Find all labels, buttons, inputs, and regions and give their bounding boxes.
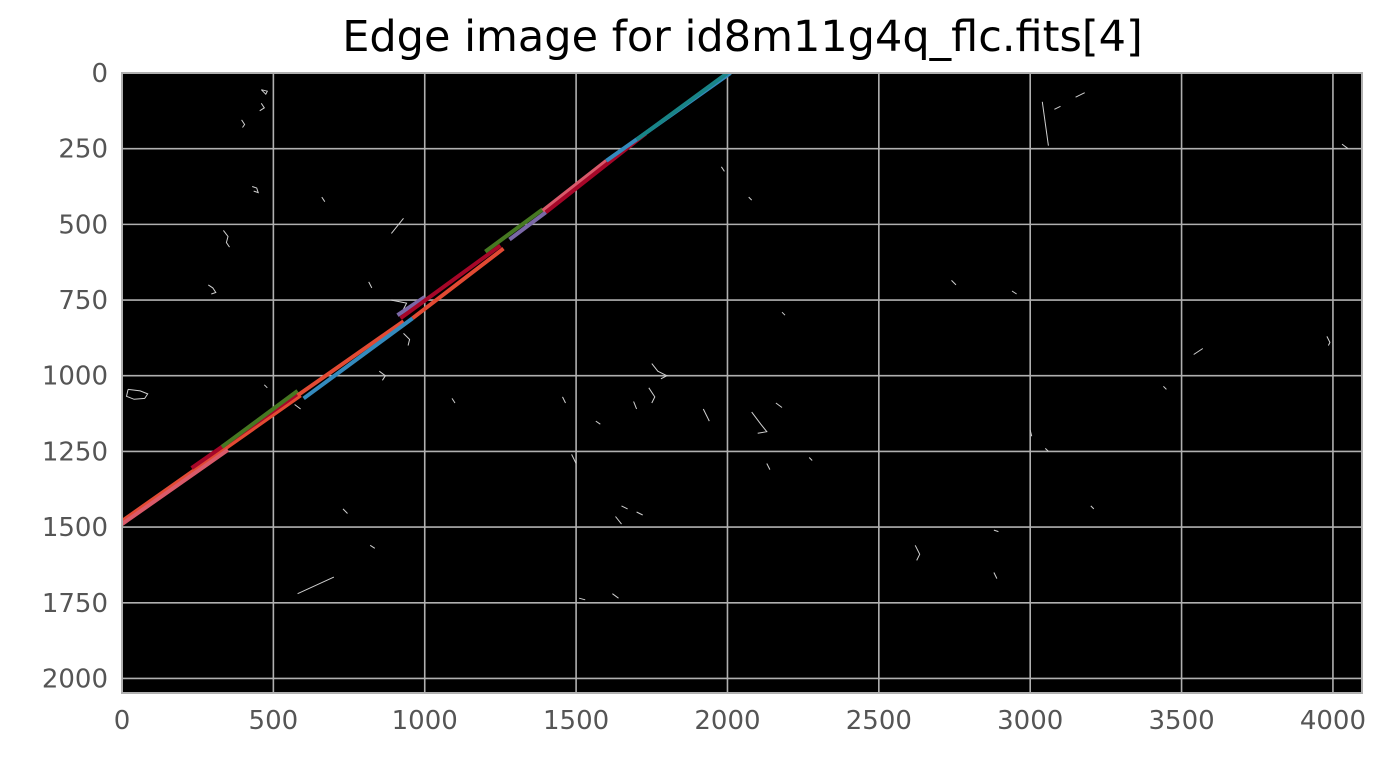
edge-feature <box>648 387 656 404</box>
edge-feature <box>259 103 265 112</box>
y-tick-label: 750 <box>58 286 108 316</box>
detected-line-segment <box>296 319 405 398</box>
edge-feature <box>297 576 335 595</box>
image-background <box>122 73 1362 693</box>
detected-line-segment <box>411 246 505 320</box>
plot-frame <box>121 72 1363 694</box>
edge-feature <box>391 299 408 310</box>
edge-feature <box>1054 105 1061 110</box>
edge-feature <box>294 404 301 410</box>
x-tick-label: 3000 <box>997 706 1063 736</box>
detected-line-segment <box>399 243 502 320</box>
y-tick-label: 1000 <box>42 362 108 392</box>
edge-feature <box>562 396 566 404</box>
edge-feature <box>1075 92 1085 98</box>
x-tick-label: 2000 <box>694 706 760 736</box>
x-tick-label: 1500 <box>543 706 609 736</box>
edge-feature <box>702 408 710 422</box>
edge-feature <box>621 505 628 510</box>
edge-feature <box>1011 290 1017 295</box>
detected-line-segment <box>396 295 426 317</box>
edge-feature <box>636 511 643 516</box>
edge-feature <box>775 402 783 408</box>
edge-feature <box>263 384 268 389</box>
edge-feature <box>615 516 622 525</box>
edge-feature <box>1044 448 1049 452</box>
detected-line-segment <box>122 393 302 523</box>
edge-feature <box>1041 101 1049 146</box>
x-tick-label: 1000 <box>392 706 458 736</box>
edge-feature <box>951 280 957 286</box>
edge-feature <box>403 333 411 346</box>
x-tick-label: 500 <box>249 706 299 736</box>
x-tick-label: 4000 <box>1300 706 1366 736</box>
edge-feature <box>571 454 577 464</box>
edge-feature <box>1090 505 1095 510</box>
detected-line-segment <box>220 389 299 449</box>
edge-feature <box>451 398 456 404</box>
edge-feature <box>369 544 376 549</box>
edge-feature <box>1341 143 1349 150</box>
edge-feature <box>260 89 269 96</box>
edge-feature <box>808 457 813 461</box>
edge-feature <box>379 370 387 381</box>
detected-line-segment <box>541 159 608 213</box>
edge-feature <box>391 217 404 234</box>
y-tick-label: 250 <box>58 135 108 165</box>
edge-feature <box>633 401 638 410</box>
edge-feature <box>252 186 259 194</box>
y-tick-label: 0 <box>91 59 108 89</box>
edge-feature <box>720 166 725 172</box>
edge-feature <box>208 284 217 295</box>
edge-feature <box>993 572 998 579</box>
y-tick-label: 1750 <box>42 589 108 619</box>
edge-feature <box>321 196 326 202</box>
edge-feature <box>1193 348 1204 355</box>
x-tick-label: 2500 <box>846 706 912 736</box>
edge-feature <box>578 597 586 601</box>
x-tick-label: 3500 <box>1148 706 1214 736</box>
edge-feature <box>612 593 619 599</box>
x-tick-label: 0 <box>114 706 131 736</box>
edge-feature <box>766 463 771 470</box>
edge-feature <box>993 529 999 533</box>
edge-feature <box>342 508 348 514</box>
edge-feature <box>125 388 149 400</box>
edge-feature <box>914 545 921 561</box>
edge-feature <box>368 281 373 289</box>
edge-feature <box>651 363 669 380</box>
edge-feature <box>595 420 601 425</box>
edge-feature <box>1326 336 1331 346</box>
detected-line-segment <box>508 210 548 242</box>
y-tick-label: 500 <box>58 210 108 240</box>
detected-line-segment <box>635 73 729 142</box>
detected-line-segment <box>484 207 544 254</box>
detected-line-segment <box>302 316 414 401</box>
edge-feature <box>1029 430 1033 437</box>
edge-feature <box>1163 385 1167 390</box>
edge-feature <box>751 411 768 434</box>
edge-feature <box>241 119 246 128</box>
edge-feature <box>781 311 786 316</box>
chart-title: Edge image for id8m11g4q_flc.fits[4] <box>342 12 1143 62</box>
detected-line-segment <box>122 448 230 526</box>
y-tick-label: 1500 <box>42 513 108 543</box>
y-tick-label: 2000 <box>42 664 108 694</box>
y-tick-label: 1250 <box>42 437 108 467</box>
edge-feature <box>748 196 753 201</box>
edge-feature <box>223 230 230 248</box>
